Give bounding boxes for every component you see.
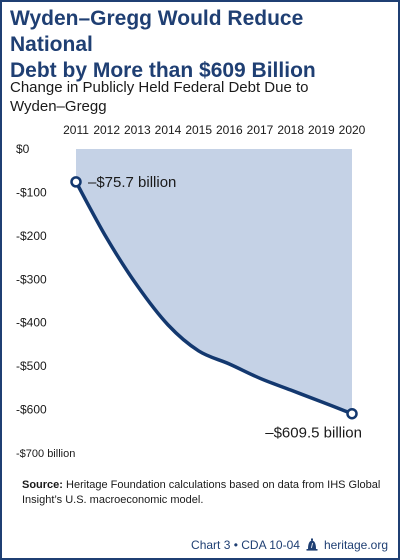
liberty-bell-icon <box>306 538 318 551</box>
x-tick-label: 2015 <box>185 123 212 137</box>
chart-title: Wyden–Gregg Would Reduce National Debt b… <box>10 6 390 84</box>
x-tick-label: 2011 <box>63 123 89 137</box>
x-tick-label: 2019 <box>308 123 335 137</box>
title-line-2: Debt by More than $609 Billion <box>10 59 316 82</box>
x-tick-label: 2012 <box>93 123 120 137</box>
data-point-marker <box>70 176 82 188</box>
chart-reference: Chart 3 • CDA 10-04 <box>191 538 300 552</box>
y-tick-label: -$200 <box>16 229 47 243</box>
site-name: heritage.org <box>323 538 388 552</box>
y-tick-label: -$600 <box>16 403 47 417</box>
x-tick-label: 2016 <box>216 123 243 137</box>
subtitle-line-2: Wyden–Gregg <box>10 98 107 115</box>
x-tick-label: 2014 <box>155 123 182 137</box>
area-fill <box>76 149 352 414</box>
data-label: –$609.5 billion <box>265 425 362 442</box>
x-tick-label: 2018 <box>277 123 304 137</box>
y-tick-label: $0 <box>16 142 30 156</box>
source-label: Source: <box>22 479 63 491</box>
x-tick-label: 2017 <box>247 123 274 137</box>
x-tick-label: 2013 <box>124 123 151 137</box>
debt-area-chart: $0 -$100 -$200 -$300 -$400 -$500 -$600 -$700 bi… <box>16 123 366 460</box>
data-label: –$75.7 billion <box>88 174 176 191</box>
y-tick-label: -$500 <box>16 359 47 373</box>
footer: Chart 3 • CDA 10-04 heritage.org <box>191 537 388 553</box>
y-tick-label: -$100 <box>16 185 47 199</box>
subtitle-line-1: Change in Publicly Held Federal Debt Due… <box>10 79 309 96</box>
y-tick-label: -$400 <box>16 316 47 330</box>
data-point-marker <box>346 407 358 420</box>
title-line-1: Wyden–Gregg Would Reduce National <box>10 7 304 56</box>
chart-subtitle: Change in Publicly Held Federal Debt Due… <box>10 78 390 116</box>
y-tick-label: -$700 billion <box>16 448 75 460</box>
source-text: Heritage Foundation calculations based o… <box>22 479 381 506</box>
y-tick-label: -$300 <box>16 272 47 286</box>
x-tick-label: 2020 <box>339 123 366 137</box>
source-note: Source: Heritage Foundation calculations… <box>22 478 390 508</box>
series-line <box>74 180 354 416</box>
